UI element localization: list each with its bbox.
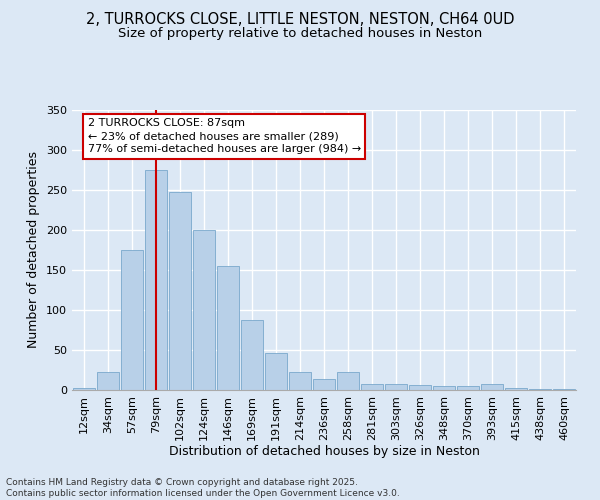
Bar xyxy=(97,372,119,390)
Bar xyxy=(481,384,503,390)
Bar xyxy=(409,385,431,390)
Bar xyxy=(289,372,311,390)
Bar xyxy=(433,386,455,390)
Bar xyxy=(337,372,359,390)
Y-axis label: Number of detached properties: Number of detached properties xyxy=(28,152,40,348)
X-axis label: Distribution of detached houses by size in Neston: Distribution of detached houses by size … xyxy=(169,446,479,458)
Bar xyxy=(145,170,167,390)
Bar xyxy=(265,353,287,390)
Text: 2, TURROCKS CLOSE, LITTLE NESTON, NESTON, CH64 0UD: 2, TURROCKS CLOSE, LITTLE NESTON, NESTON… xyxy=(86,12,514,28)
Text: 2 TURROCKS CLOSE: 87sqm
← 23% of detached houses are smaller (289)
77% of semi-d: 2 TURROCKS CLOSE: 87sqm ← 23% of detache… xyxy=(88,118,361,154)
Bar xyxy=(121,250,143,390)
Bar xyxy=(385,384,407,390)
Text: Size of property relative to detached houses in Neston: Size of property relative to detached ho… xyxy=(118,28,482,40)
Bar xyxy=(217,266,239,390)
Bar xyxy=(193,230,215,390)
Bar xyxy=(457,386,479,390)
Bar xyxy=(313,379,335,390)
Bar xyxy=(169,192,191,390)
Bar xyxy=(505,388,527,390)
Bar xyxy=(241,320,263,390)
Bar xyxy=(73,388,95,390)
Bar xyxy=(553,389,575,390)
Bar xyxy=(529,389,551,390)
Text: Contains HM Land Registry data © Crown copyright and database right 2025.
Contai: Contains HM Land Registry data © Crown c… xyxy=(6,478,400,498)
Bar xyxy=(361,384,383,390)
